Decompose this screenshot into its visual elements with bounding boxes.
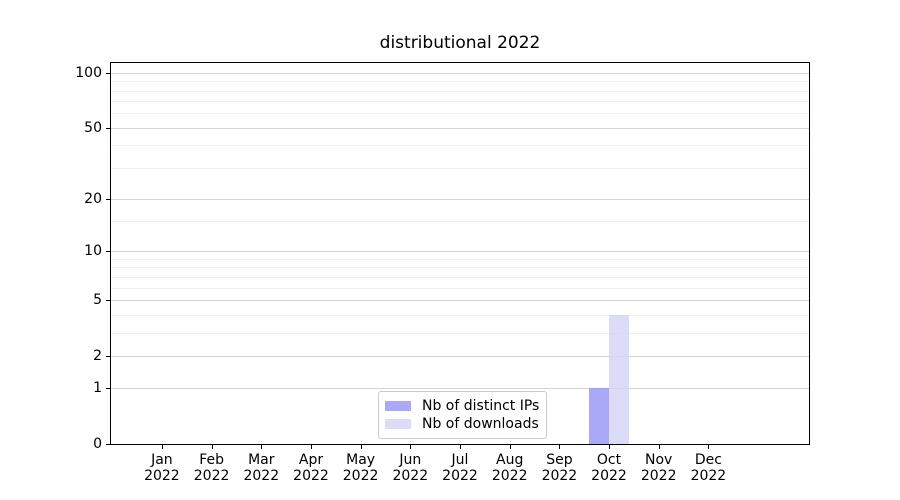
y-tick-mark-1: [106, 388, 110, 390]
x-tick-label-sep: Sep 2022: [541, 452, 578, 484]
gridline-80: [111, 90, 809, 92]
x-tick-mark-dec: [708, 445, 710, 449]
x-tick-label-nov: Nov 2022: [640, 452, 677, 484]
gridline-30: [111, 167, 809, 169]
gridline-1: [111, 388, 809, 390]
x-tick-mark-sep: [559, 445, 561, 449]
y-tick-mark-50: [106, 127, 110, 129]
gridline-15: [111, 221, 809, 222]
gridline-50: [111, 127, 809, 129]
x-tick-label-dec: Dec 2022: [690, 452, 727, 484]
y-tick-mark-5: [106, 299, 110, 301]
x-tick-label-may: May 2022: [342, 452, 379, 484]
y-tick-label-10: 10: [84, 243, 102, 260]
legend: Nb of distinct IPs Nb of downloads: [378, 391, 547, 439]
gridline-100: [111, 72, 809, 74]
y-tick-label-1: 1: [93, 380, 102, 397]
gridline-70: [111, 101, 809, 103]
x-tick-mark-mar: [261, 445, 263, 449]
legend-swatch-downloads: [385, 419, 411, 429]
x-tick-mark-nov: [658, 445, 660, 449]
x-tick-label-mar: Mar 2022: [243, 452, 280, 484]
x-tick-mark-aug: [509, 445, 511, 449]
x-tick-mark-feb: [211, 445, 213, 449]
gridline-40: [111, 145, 809, 147]
bar-nb-of-downloads-oct-2022: [609, 314, 629, 444]
y-tick-label-0: 0: [93, 436, 102, 452]
gridline-5: [111, 299, 809, 301]
legend-label-downloads: Nb of downloads: [422, 416, 539, 432]
legend-swatch-distinct-ips: [385, 401, 411, 411]
gridline-20: [111, 199, 809, 201]
gridline-8: [111, 267, 809, 269]
plot-area: Nb of distinct IPs Nb of downloads: [110, 62, 810, 445]
y-tick-label-100: 100: [75, 64, 102, 81]
x-tick-label-oct: Oct 2022: [591, 452, 627, 484]
y-tick-mark-100: [106, 72, 110, 74]
legend-item-distinct-ips: Nb of distinct IPs: [379, 397, 546, 415]
y-tick-label-2: 2: [93, 347, 102, 364]
y-tick-mark-2: [106, 355, 110, 357]
x-tick-mark-oct: [609, 445, 610, 449]
x-tick-label-jul: Jul 2022: [442, 452, 478, 484]
x-tick-label-feb: Feb 2022: [193, 452, 230, 484]
x-tick-label-aug: Aug 2022: [491, 452, 528, 484]
x-tick-label-apr: Apr 2022: [293, 452, 329, 484]
gridline-90: [111, 81, 809, 83]
x-tick-mark-may: [360, 445, 362, 449]
gridline-60: [111, 113, 809, 115]
y-tick-label-20: 20: [84, 191, 102, 208]
y-tick-label-50: 50: [84, 119, 102, 136]
gridline-7: [111, 276, 809, 278]
chart-title: distributional 2022: [379, 33, 541, 53]
x-tick-mark-jul: [460, 445, 461, 449]
y-tick-mark-10: [106, 251, 110, 253]
gridline-6: [111, 287, 809, 289]
gridline-3: [111, 332, 809, 334]
x-tick-label-jan: Jan 2022: [144, 452, 180, 484]
x-tick-mark-jan: [161, 445, 163, 449]
x-tick-mark-jun: [410, 445, 412, 449]
x-tick-mark-apr: [311, 445, 312, 449]
gridline-9: [111, 258, 809, 260]
legend-label-distinct-ips: Nb of distinct IPs: [422, 398, 540, 414]
legend-item-downloads: Nb of downloads: [379, 415, 546, 433]
y-tick-mark-20: [106, 199, 110, 201]
y-tick-mark-0: [106, 444, 110, 445]
gridline-2: [111, 355, 809, 357]
y-tick-label-5: 5: [93, 291, 102, 308]
x-tick-label-jun: Jun 2022: [392, 452, 429, 484]
gridline-10: [111, 251, 809, 253]
bar-nb-of-distinct-ips-oct-2022: [589, 388, 610, 444]
gridline-4: [111, 314, 809, 316]
